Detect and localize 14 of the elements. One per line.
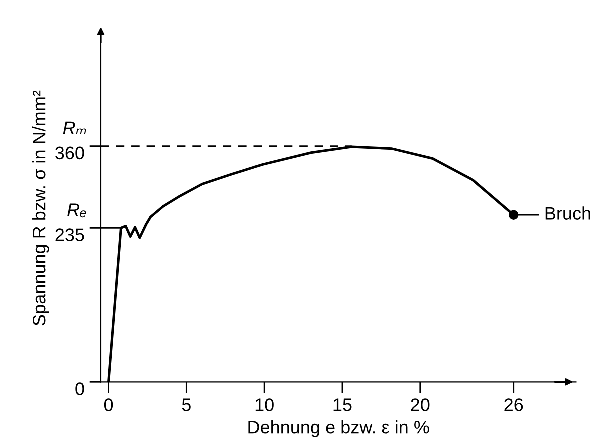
x-tick-label: 5 [182,398,191,412]
ref-line-label: Rₑ [68,204,86,218]
y-tick-label: 235 [56,228,84,242]
y-axis-title: Spannung R bzw. σ in N/mm² [32,90,50,326]
x-tick-label: 0 [104,398,114,412]
y-tick-label: 360 [56,146,84,160]
y-tick-label: 0 [76,382,84,396]
x-tick-label: 10 [256,398,274,412]
x-axis-title: Dehnung e bzw. ε in % [248,420,430,438]
annotation: Bruch [546,206,590,220]
x-tick-label: 26 [504,398,524,412]
x-tick-label: 15 [334,398,352,412]
x-tick-label: 20 [411,398,430,412]
ref-line-label: Rₘ [63,122,86,134]
